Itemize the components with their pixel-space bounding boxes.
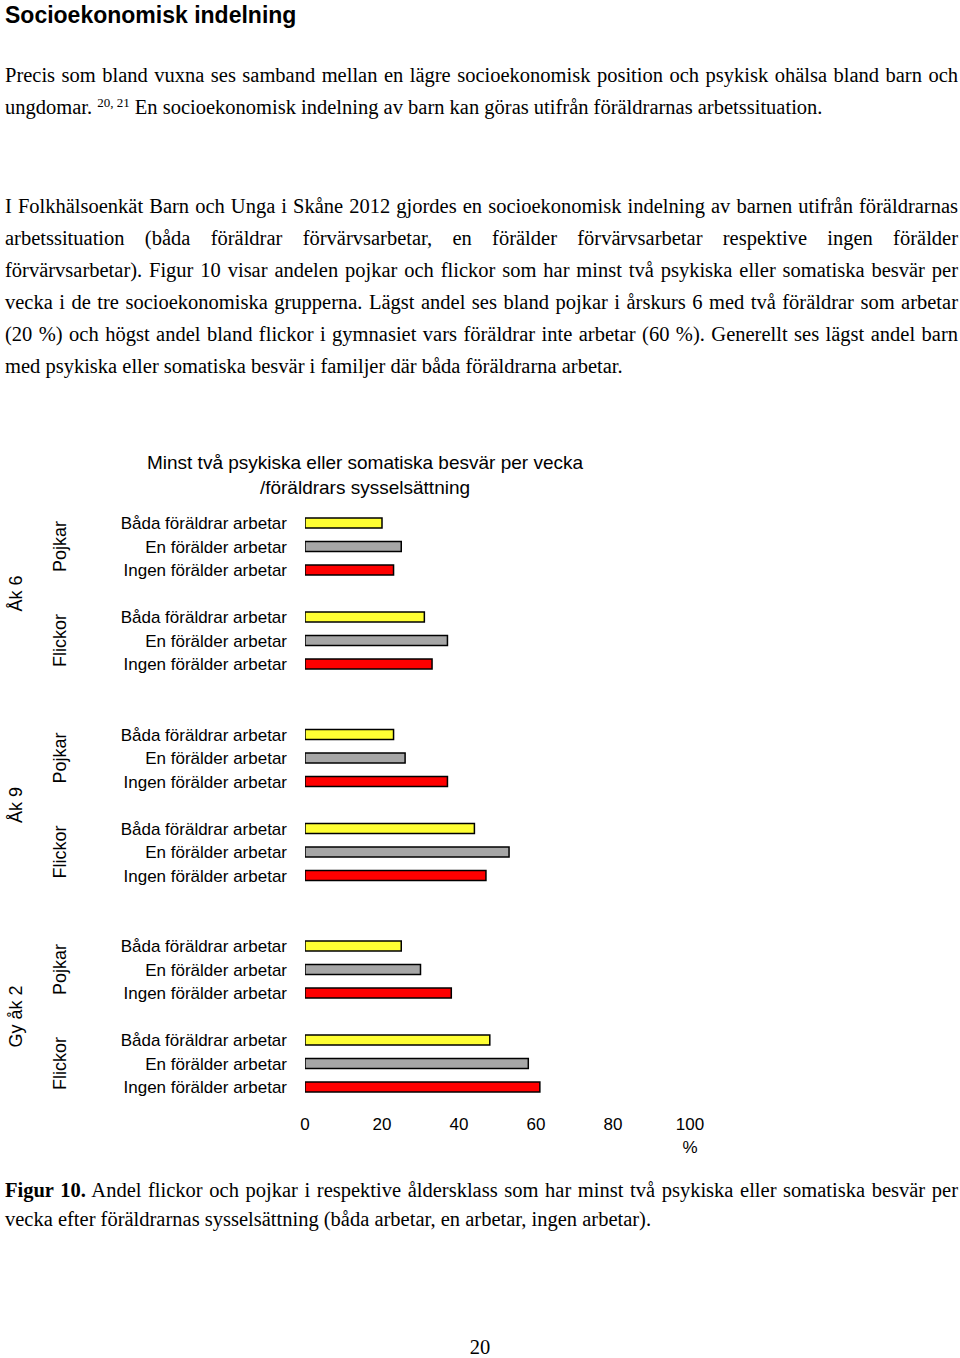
group-label: Åk 9 xyxy=(6,787,26,823)
tick-label: 80 xyxy=(604,1115,623,1134)
bar xyxy=(305,518,382,528)
reference: 20, 21 xyxy=(97,95,130,110)
tick-label: 60 xyxy=(527,1115,546,1134)
category-label: Ingen förälder arbetar xyxy=(124,867,288,886)
bar xyxy=(305,565,394,575)
bar xyxy=(305,847,509,857)
category-label: Ingen förälder arbetar xyxy=(124,1078,288,1097)
bar xyxy=(305,871,486,881)
bar xyxy=(305,730,394,740)
bar xyxy=(305,1035,490,1045)
category-label: Ingen förälder arbetar xyxy=(124,561,288,580)
tick-label: 20 xyxy=(373,1115,392,1134)
paragraph: I Folkhälsoenkät Barn och Unga i Skåne 2… xyxy=(5,190,958,382)
group-label: Gy åk 2 xyxy=(6,985,26,1047)
bar xyxy=(305,965,421,975)
subgroup-label: Flickor xyxy=(50,1037,70,1090)
category-label: En förälder arbetar xyxy=(145,1055,287,1074)
category-label: Båda föräldrar arbetar xyxy=(121,608,288,627)
caption-label: Figur 10. xyxy=(5,1179,86,1201)
category-label: Ingen förälder arbetar xyxy=(124,773,288,792)
tick-label: 100 xyxy=(676,1115,704,1134)
bar xyxy=(305,753,405,763)
bar xyxy=(305,542,401,552)
category-label: Båda föräldrar arbetar xyxy=(121,820,288,839)
group-label: Åk 6 xyxy=(6,575,26,611)
bar xyxy=(305,988,451,998)
category-label: En förälder arbetar xyxy=(145,961,287,980)
bar xyxy=(305,824,474,834)
subgroup-label: Flickor xyxy=(50,825,70,878)
bar xyxy=(305,636,447,646)
category-label: En förälder arbetar xyxy=(145,632,287,651)
category-label: Båda föräldrar arbetar xyxy=(121,514,288,533)
subgroup-label: Pojkar xyxy=(50,944,70,995)
caption: Figur 10. Andel flickor och pojkar i res… xyxy=(5,1176,958,1233)
category-label: Ingen förälder arbetar xyxy=(124,984,288,1003)
bar xyxy=(305,1059,528,1069)
subgroup-label: Flickor xyxy=(50,614,70,667)
caption-text: Andel flickor och pojkar i respektive ål… xyxy=(5,1179,958,1230)
bar xyxy=(305,659,432,669)
bar xyxy=(305,1082,540,1092)
heading: Socioekonomisk indelning xyxy=(5,0,296,30)
tick-label: 40 xyxy=(450,1115,469,1134)
page-number: 20 xyxy=(0,1334,960,1358)
bars xyxy=(305,518,540,1092)
chart: Minst två psykiska eller somatiska besvä… xyxy=(0,0,960,1358)
category-label: En förälder arbetar xyxy=(145,749,287,768)
paragraph-text: En socioekonomisk indelning av barn kan … xyxy=(130,96,823,118)
chart-subtitle: /föräldrars sysselsättning xyxy=(260,477,470,498)
category-label: En förälder arbetar xyxy=(145,843,287,862)
category-label: Ingen förälder arbetar xyxy=(124,655,288,674)
bar xyxy=(305,941,401,951)
paragraph: Precis som bland vuxna ses samband mella… xyxy=(5,59,958,123)
chart-title: Minst två psykiska eller somatiska besvä… xyxy=(147,452,584,473)
category-label: Båda föräldrar arbetar xyxy=(121,1031,288,1050)
category-label: Båda föräldrar arbetar xyxy=(121,726,288,745)
subgroup-label: Pojkar xyxy=(50,521,70,572)
subgroup-label: Pojkar xyxy=(50,732,70,783)
bar xyxy=(305,777,447,787)
tick-label: 0 xyxy=(300,1115,309,1134)
axis-label: % xyxy=(682,1138,697,1157)
category-label: Båda föräldrar arbetar xyxy=(121,937,288,956)
category-label: En förälder arbetar xyxy=(145,538,287,557)
bar xyxy=(305,612,424,622)
